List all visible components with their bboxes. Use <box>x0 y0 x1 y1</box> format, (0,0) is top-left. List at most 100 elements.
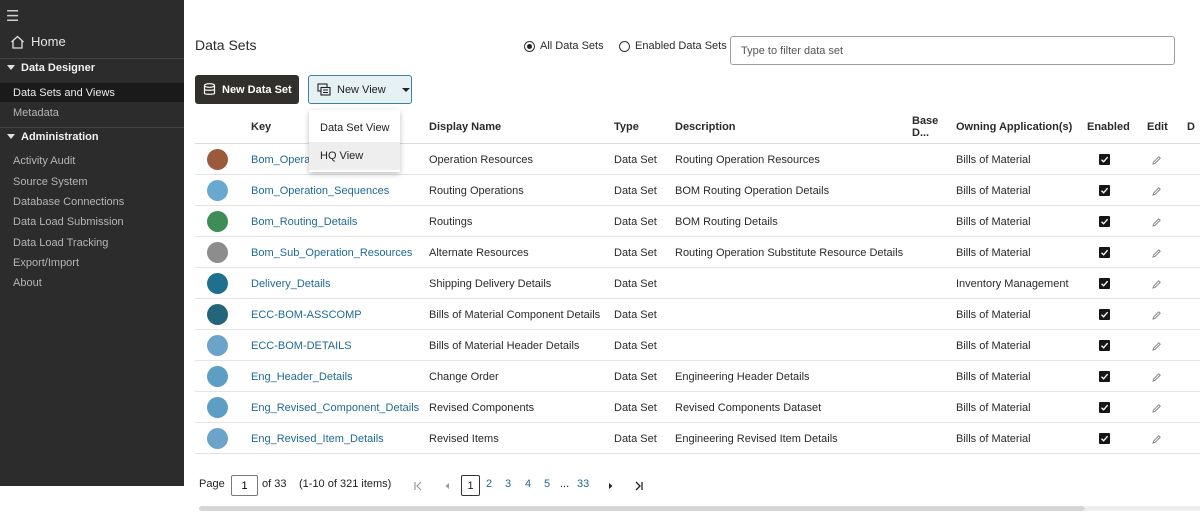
table-row[interactable]: ECC-BOM-ASSCOMP Bills of Material Compone… <box>195 299 1200 330</box>
table-row[interactable]: Eng_Header_Details Change Order Data Set En… <box>195 361 1200 392</box>
dataset-key-link[interactable]: Eng_Revised_Item_Details <box>251 432 384 445</box>
dataset-key-link[interactable]: ECC-BOM-DETAILS <box>251 339 352 352</box>
enabled-checkbox[interactable] <box>1099 340 1110 351</box>
dataset-key-link[interactable]: Eng_Header_Details <box>251 370 353 383</box>
page-number-input[interactable] <box>231 475 258 496</box>
dataset-key-link[interactable]: Bom_Operation_Sequences <box>251 184 390 197</box>
enabled-checkbox[interactable] <box>1099 185 1110 196</box>
enabled-checkbox[interactable] <box>1099 371 1110 382</box>
sidebar-item-label: Export/Import <box>13 256 80 269</box>
page-button-4[interactable]: 4 <box>525 478 532 490</box>
column-header-type[interactable]: Type <box>614 121 639 133</box>
dataset-type: Data Set <box>614 370 657 383</box>
next-page-icon[interactable] <box>607 480 615 492</box>
section-administration[interactable]: Administration <box>0 128 184 145</box>
edit-pencil-icon[interactable] <box>1151 277 1162 289</box>
enabled-checkbox[interactable] <box>1099 402 1110 413</box>
table-row[interactable]: Bom_Routing_Details Routings Data Set BOM R… <box>195 206 1200 237</box>
new-view-dropdown-menu: Data Set View HQ View <box>309 110 400 172</box>
page-button-5[interactable]: 5 <box>544 478 551 490</box>
enabled-checkbox[interactable] <box>1099 154 1110 165</box>
dataset-description: Routing Operation Resources <box>675 153 820 166</box>
sidebar-item-activity-audit[interactable]: Activity Audit <box>0 151 184 170</box>
column-header-display-name[interactable]: Display Name <box>429 121 502 133</box>
horizontal-scrollbar[interactable] <box>199 506 1085 511</box>
edit-pencil-icon[interactable] <box>1151 184 1162 196</box>
sidebar-item-about[interactable]: About <box>0 273 184 292</box>
dataset-key-link[interactable]: ECC-BOM-ASSCOMP <box>251 308 362 321</box>
page-button-2[interactable]: 2 <box>486 478 493 490</box>
sidebar-item-data-load-tracking[interactable]: Data Load Tracking <box>0 233 184 252</box>
sidebar-item-metadata[interactable]: Metadata <box>0 103 184 122</box>
home-link[interactable]: Home <box>10 34 66 49</box>
previous-page-icon[interactable] <box>443 480 451 492</box>
dataset-owning-application: Bills of Material <box>956 370 1031 383</box>
dataset-key-link[interactable]: Bom_Sub_Operation_Resources <box>251 246 413 259</box>
dataset-key-link[interactable]: Delivery_Details <box>251 277 331 290</box>
enabled-checkbox[interactable] <box>1099 247 1110 258</box>
dataset-key-link[interactable]: Bom_Routing_Details <box>251 215 358 228</box>
dataset-type: Data Set <box>614 401 657 414</box>
dataset-display-name: Revised Items <box>429 432 499 445</box>
dataset-type: Data Set <box>614 432 657 445</box>
first-page-icon[interactable] <box>413 480 423 492</box>
sidebar-item-export-import[interactable]: Export/Import <box>0 253 184 272</box>
new-data-set-button[interactable]: New Data Set <box>195 75 299 104</box>
sidebar-item-source-system[interactable]: Source System <box>0 172 184 191</box>
table-row[interactable]: Delivery_Details Shipping Delivery Detail… <box>195 268 1200 299</box>
table-row[interactable]: Eng_Revised_Item_Details Revised Items Dat… <box>195 423 1200 454</box>
new-view-button[interactable]: New View <box>308 75 412 104</box>
edit-pencil-icon[interactable] <box>1151 339 1162 351</box>
menu-item-data-set-view[interactable]: Data Set View <box>320 122 390 134</box>
page-button-3[interactable]: 3 <box>505 478 512 490</box>
dataset-display-name: Routings <box>429 215 473 228</box>
check-icon <box>1101 280 1109 287</box>
hamburger-menu-icon[interactable]: ☰ <box>6 8 20 25</box>
column-header-base-d[interactable]: Base D... <box>912 115 939 139</box>
filter-data-set-input[interactable] <box>730 36 1175 65</box>
edit-pencil-icon[interactable] <box>1151 370 1162 382</box>
column-header-owning-application[interactable]: Owning Application(s) <box>956 121 1073 133</box>
page-button-current[interactable]: 1 <box>461 475 480 496</box>
edit-pencil-icon[interactable] <box>1151 401 1162 413</box>
sidebar-item-database-connections[interactable]: Database Connections <box>0 192 184 211</box>
edit-pencil-icon[interactable] <box>1151 308 1162 320</box>
column-header-truncated[interactable]: D <box>1187 121 1195 133</box>
dataset-key-link[interactable]: Bom_Operation_Resources <box>251 153 313 166</box>
edit-pencil-icon[interactable] <box>1151 246 1162 258</box>
menu-item-hq-view[interactable]: HQ View <box>309 142 400 170</box>
table-row[interactable]: Bom_Operation_Resources Operation Resourc… <box>195 144 1200 175</box>
page-title: Data Sets <box>195 37 257 53</box>
column-header-key[interactable]: Key <box>251 121 272 133</box>
edit-pencil-icon[interactable] <box>1151 432 1162 444</box>
enabled-checkbox[interactable] <box>1099 309 1110 320</box>
table-row[interactable]: ECC-BOM-DETAILS Bills of Material Header … <box>195 330 1200 361</box>
sidebar-item-label: About <box>13 276 42 289</box>
column-header-enabled[interactable]: Enabled <box>1087 121 1130 133</box>
sidebar-item-label: Activity Audit <box>13 154 76 167</box>
sidebar-item-label: Metadata <box>13 106 59 119</box>
radio-all-data-sets[interactable]: All Data Sets <box>524 40 604 52</box>
column-header-edit[interactable]: Edit <box>1147 121 1168 133</box>
table-row[interactable]: Bom_Operation_Sequences Routing Operation… <box>195 175 1200 206</box>
table-row[interactable]: Bom_Sub_Operation_Resources Alternate Res… <box>195 237 1200 268</box>
sidebar-item-data-load-submission[interactable]: Data Load Submission <box>0 212 184 231</box>
radio-label: Enabled Data Sets <box>635 40 727 52</box>
last-page-icon[interactable] <box>634 480 644 492</box>
enabled-checkbox[interactable] <box>1099 433 1110 444</box>
column-header-description[interactable]: Description <box>675 121 736 133</box>
edit-pencil-icon[interactable] <box>1151 153 1162 165</box>
section-data-designer[interactable]: Data Designer <box>0 59 184 76</box>
dataset-type: Data Set <box>614 184 657 197</box>
sidebar-divider <box>0 127 184 128</box>
enabled-checkbox[interactable] <box>1099 216 1110 227</box>
table-row[interactable]: Eng_Revised_Component_Details Revised Com… <box>195 392 1200 423</box>
radio-enabled-data-sets[interactable]: Enabled Data Sets <box>619 40 727 52</box>
dataset-owning-application: Bills of Material <box>956 401 1031 414</box>
page-button-last[interactable]: 33 <box>577 478 590 490</box>
dataset-owning-application: Bills of Material <box>956 246 1031 259</box>
enabled-checkbox[interactable] <box>1099 278 1110 289</box>
sidebar-item-data-sets-and-views[interactable]: Data Sets and Views <box>0 83 184 102</box>
dataset-key-link[interactable]: Eng_Revised_Component_Details <box>251 401 420 414</box>
edit-pencil-icon[interactable] <box>1151 215 1162 227</box>
